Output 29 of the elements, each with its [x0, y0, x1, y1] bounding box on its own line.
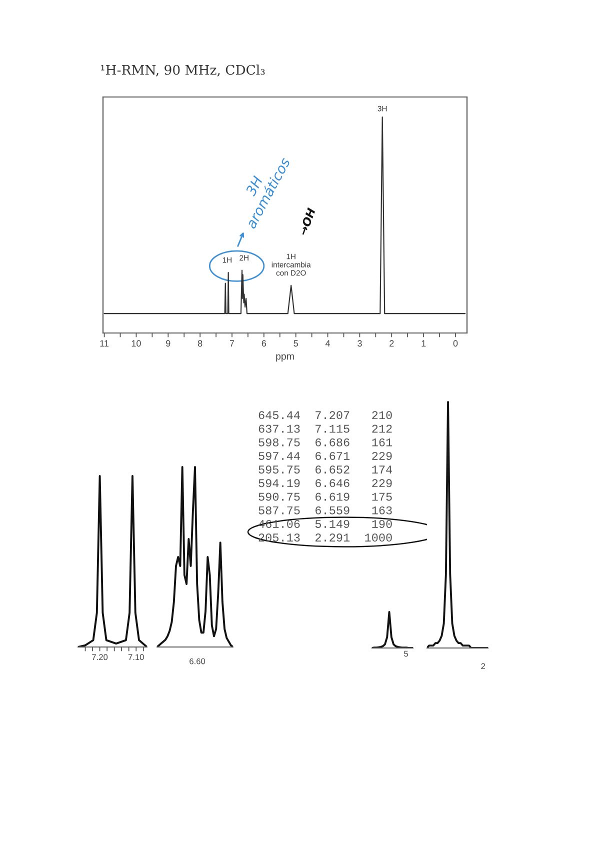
- text: 6.60: [190, 658, 206, 664]
- x-tick-label: 4: [325, 340, 330, 346]
- x-tick-label: 5: [294, 340, 298, 347]
- text: 595.75 6.652 174: [258, 466, 392, 474]
- x-tick-label: 6: [262, 340, 266, 347]
- x-tick-label: 1: [422, 340, 426, 346]
- text: 587.75 6.559 163: [258, 506, 392, 514]
- text: 2: [481, 663, 486, 670]
- x-tick-label: 7.20: [92, 654, 108, 660]
- x-tick-label: 2: [390, 340, 394, 346]
- x-tick-label: 9: [166, 340, 170, 347]
- x-tick-label: 7.10: [128, 654, 144, 660]
- x-tick-label: 7: [230, 340, 234, 346]
- text: 461.06 5.149 190: [258, 520, 392, 528]
- text: 205.13 2.291 1000: [258, 534, 392, 542]
- x-tick-label: 11: [100, 340, 109, 346]
- text: 590.75 6.619 175: [258, 492, 392, 501]
- annotation: →OH: [298, 207, 316, 236]
- text: 594.19 6.646 229: [258, 479, 392, 488]
- chart-title: ¹H-RMN, 90 MHz, CDCl₃: [100, 64, 265, 76]
- text: 597.44 6.671 229: [258, 452, 392, 460]
- x-tick-label: 3: [358, 340, 362, 347]
- x-tick-label: 10: [132, 340, 141, 347]
- text: 645.44 7.207 210: [258, 411, 392, 420]
- x-tick-label: 0: [453, 340, 458, 347]
- x-axis-title: ppm: [276, 354, 294, 362]
- text: 637.13 7.115 212: [258, 424, 392, 433]
- text: 598.75 6.686 161: [258, 438, 392, 446]
- x-tick-label: 8: [198, 340, 202, 347]
